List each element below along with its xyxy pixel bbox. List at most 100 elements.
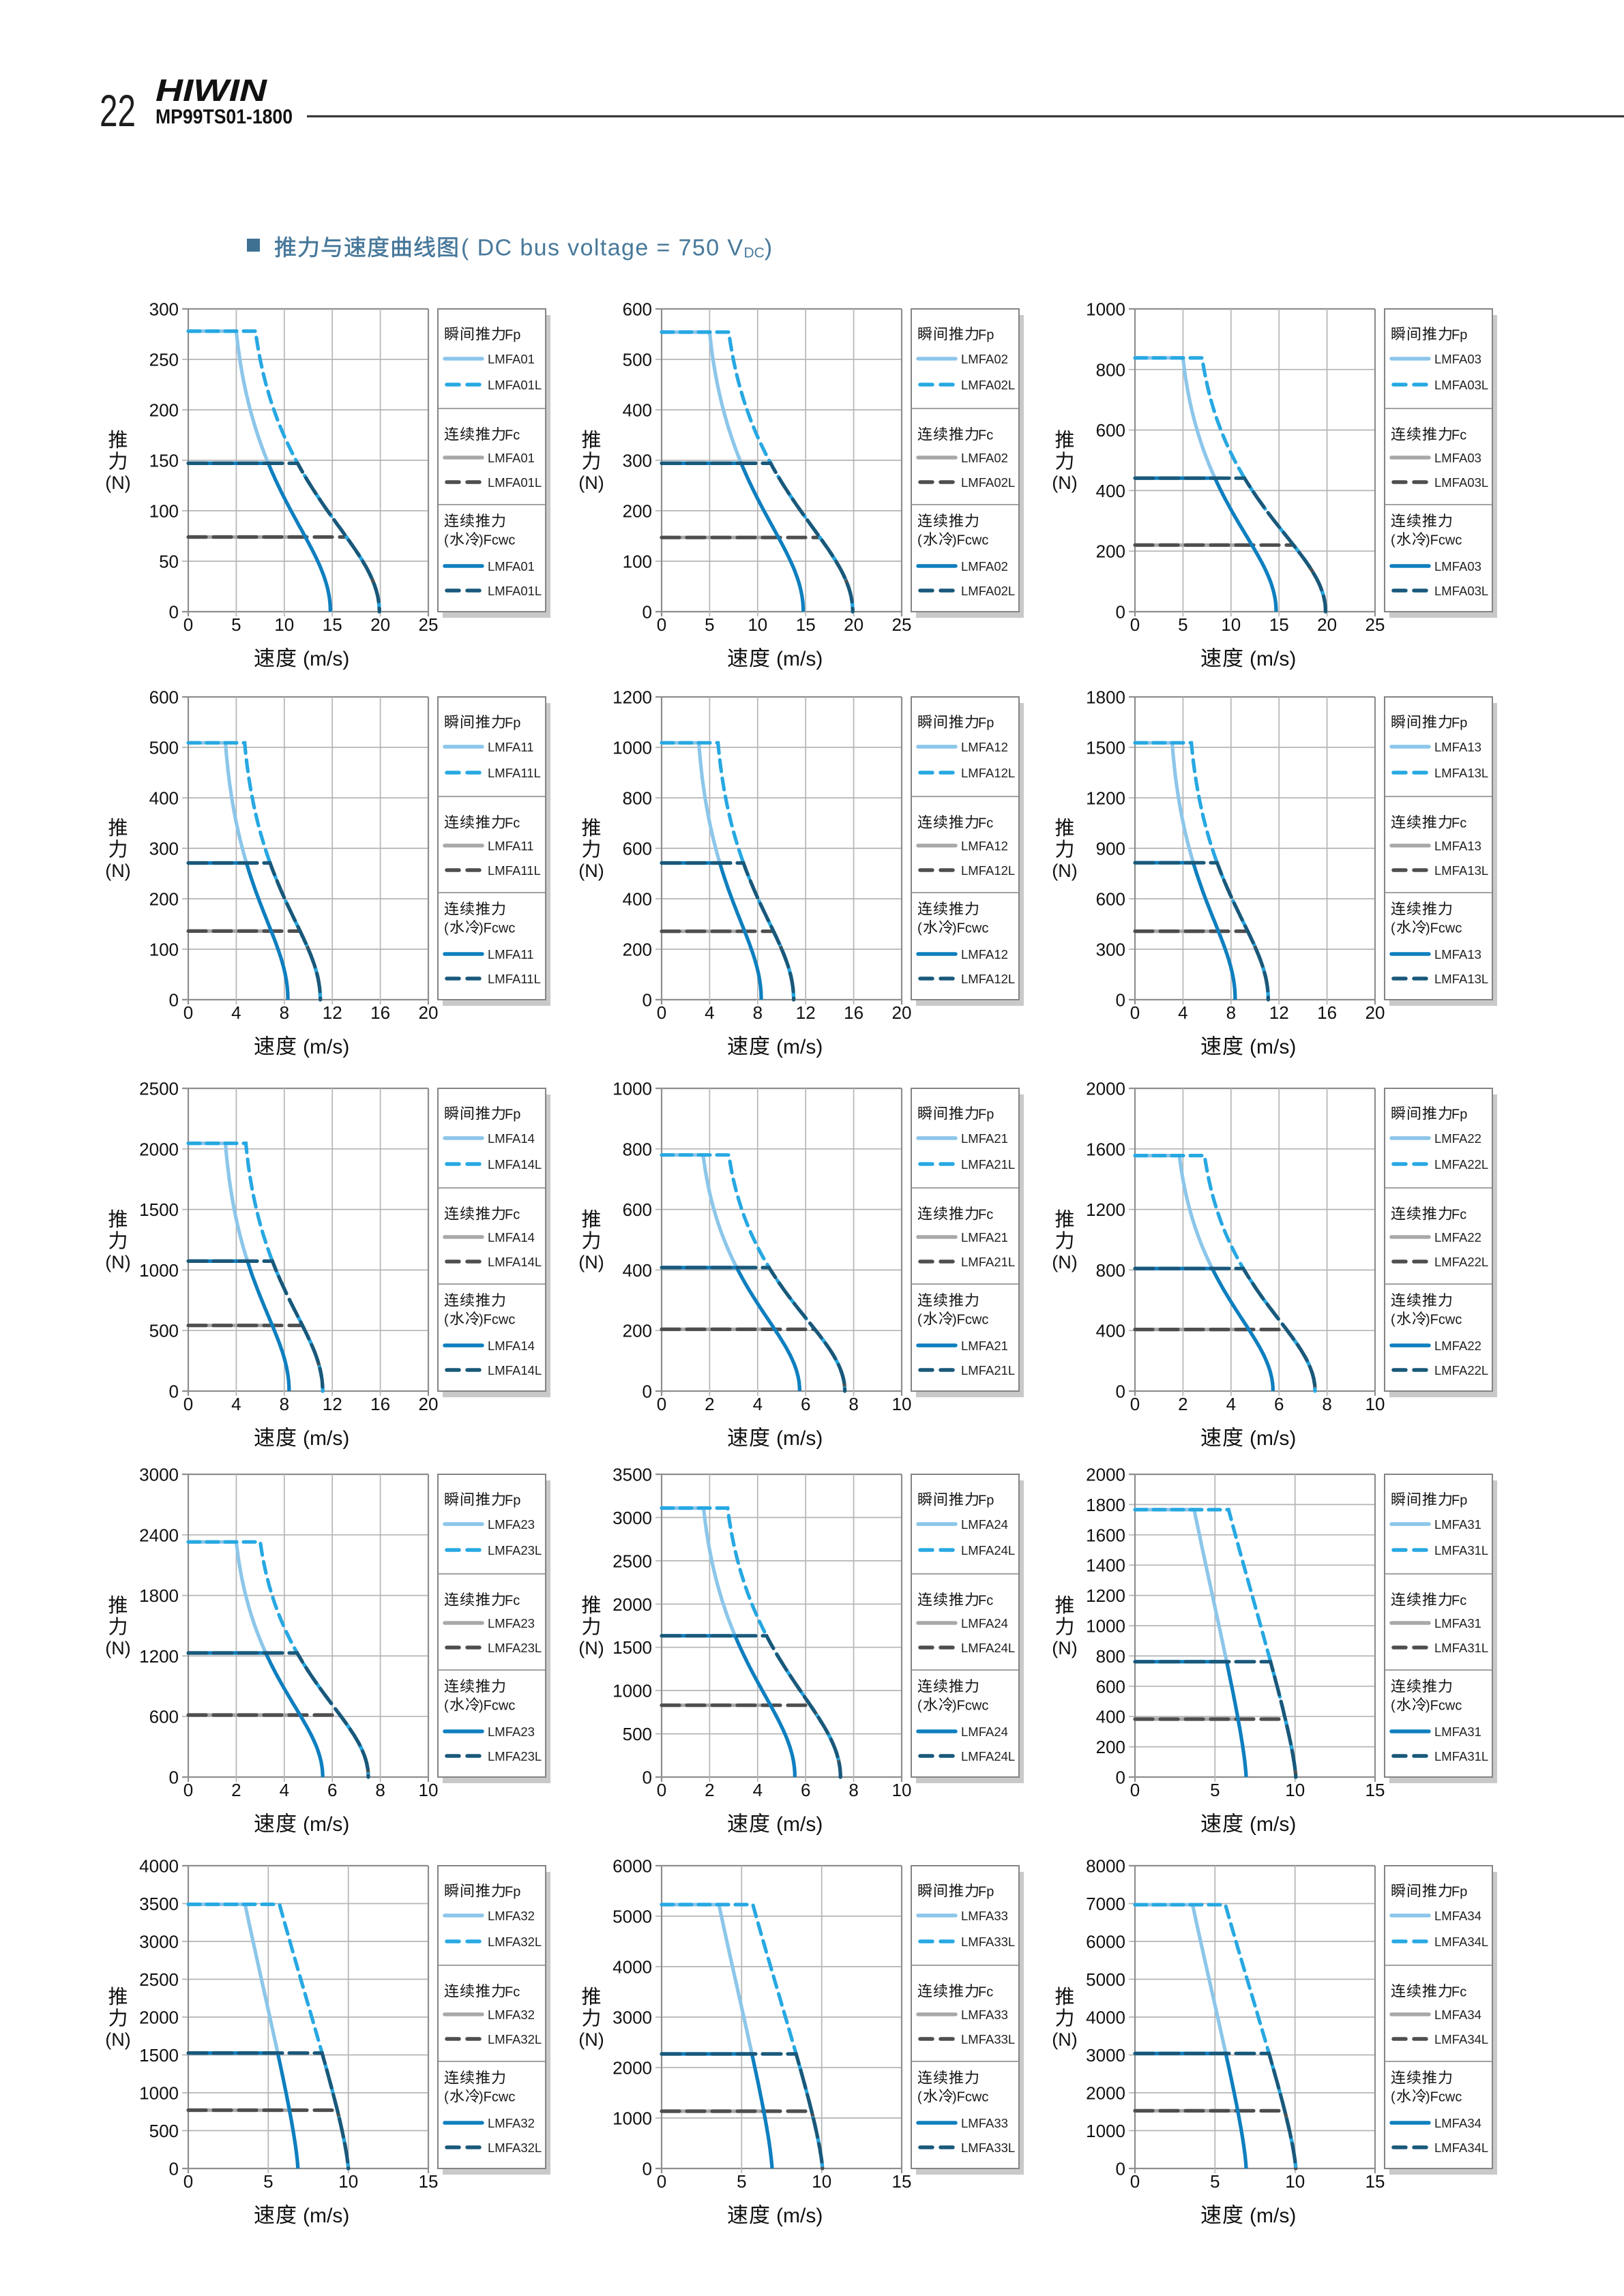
svg-text:20: 20	[1317, 614, 1337, 635]
svg-text:4000: 4000	[139, 1856, 179, 1877]
svg-text:15: 15	[892, 2171, 912, 2192]
svg-text:100: 100	[149, 501, 179, 522]
svg-text:1000: 1000	[612, 1681, 652, 1701]
svg-text:)Fcwc: )Fcwc	[952, 921, 988, 936]
svg-text:0: 0	[183, 1780, 193, 1800]
svg-text:LMFA12L: LMFA12L	[961, 766, 1015, 780]
svg-text:LMFA34L: LMFA34L	[1434, 2032, 1488, 2046]
svg-text:0: 0	[169, 2159, 179, 2179]
svg-text:2000: 2000	[1086, 1079, 1125, 1099]
svg-text:3000: 3000	[1086, 2045, 1125, 2066]
svg-text:25: 25	[419, 614, 439, 635]
svg-text:LMFA14L: LMFA14L	[488, 1363, 542, 1377]
svg-text:500: 500	[149, 1321, 179, 1341]
svg-text:15: 15	[1365, 1780, 1385, 1800]
svg-text:10: 10	[812, 2171, 831, 2192]
svg-text:16: 16	[844, 1002, 863, 1023]
svg-text:LMFA21: LMFA21	[961, 1339, 1008, 1353]
svg-text:2000: 2000	[612, 1594, 652, 1615]
svg-text:8: 8	[848, 1394, 858, 1414]
svg-text:Fp: Fp	[978, 1493, 994, 1508]
svg-text:LMFA33: LMFA33	[961, 2008, 1008, 2022]
svg-text:2000: 2000	[139, 1139, 179, 1159]
svg-text:LMFA22: LMFA22	[1434, 1339, 1481, 1353]
svg-text:(m/s): (m/s)	[776, 1036, 823, 1058]
svg-text:LMFA31: LMFA31	[1434, 1725, 1481, 1739]
svg-text:1600: 1600	[1086, 1525, 1125, 1545]
svg-text:0: 0	[183, 1394, 193, 1414]
svg-text:2000: 2000	[612, 2058, 652, 2078]
svg-text:(m/s): (m/s)	[776, 1813, 823, 1836]
svg-text:(m/s): (m/s)	[776, 1427, 823, 1450]
svg-text:LMFA34: LMFA34	[1434, 1909, 1481, 1923]
svg-text:Fc: Fc	[1451, 1594, 1466, 1609]
svg-text:(N): (N)	[578, 1252, 604, 1272]
svg-text:1200: 1200	[612, 687, 652, 708]
svg-text:(N): (N)	[578, 473, 604, 493]
svg-text:(: (	[1391, 2090, 1396, 2105]
svg-text:LMFA23L: LMFA23L	[488, 1543, 542, 1557]
svg-text:4: 4	[753, 1394, 763, 1414]
svg-text:(N): (N)	[105, 473, 130, 493]
svg-text:LMFA14: LMFA14	[488, 1230, 535, 1244]
svg-text:LMFA31L: LMFA31L	[1434, 1543, 1488, 1557]
svg-text:LMFA13L: LMFA13L	[1434, 972, 1488, 986]
svg-text:Fp: Fp	[978, 716, 994, 731]
svg-text:2500: 2500	[139, 1079, 179, 1099]
svg-text:200: 200	[149, 400, 179, 421]
svg-text:Fc: Fc	[978, 1208, 993, 1223]
svg-text:)Fcwc: )Fcwc	[1426, 2090, 1462, 2105]
svg-text:)Fcwc: )Fcwc	[479, 1699, 515, 1714]
svg-text:LMFA34: LMFA34	[1434, 2116, 1481, 2130]
svg-text:Fc: Fc	[505, 428, 520, 443]
svg-text:Fp: Fp	[505, 328, 520, 343]
svg-text:(m/s): (m/s)	[303, 648, 349, 670]
svg-text:(N): (N)	[105, 2029, 130, 2050]
svg-text:Fp: Fp	[978, 328, 994, 343]
svg-text:LMFA02: LMFA02	[961, 352, 1008, 366]
svg-text:16: 16	[370, 1394, 390, 1414]
svg-text:100: 100	[149, 940, 179, 960]
svg-text:12: 12	[323, 1002, 342, 1023]
svg-text:Fc: Fc	[978, 1985, 993, 2000]
svg-text:0: 0	[643, 990, 652, 1011]
svg-text:10: 10	[748, 614, 767, 635]
svg-text:LMFA21: LMFA21	[961, 1230, 1008, 1244]
svg-text:10: 10	[1365, 1394, 1385, 1414]
svg-text:3000: 3000	[139, 1932, 179, 1952]
svg-text:200: 200	[149, 889, 179, 910]
svg-text:8: 8	[1322, 1394, 1331, 1414]
svg-text:0: 0	[643, 2159, 652, 2179]
svg-text:50: 50	[159, 552, 179, 572]
svg-text:8: 8	[1226, 1002, 1236, 1023]
svg-text:10: 10	[892, 1780, 912, 1800]
svg-text:1000: 1000	[139, 2083, 179, 2104]
svg-text:LMFA22: LMFA22	[1434, 1230, 1481, 1244]
svg-text:20: 20	[892, 1002, 912, 1023]
svg-text:0: 0	[643, 1382, 652, 1402]
svg-text:(N): (N)	[1052, 473, 1077, 493]
svg-text:400: 400	[1096, 481, 1125, 501]
svg-text:LMFA24L: LMFA24L	[961, 1641, 1015, 1655]
svg-text:0: 0	[169, 1768, 179, 1788]
svg-text:(N): (N)	[1052, 2029, 1077, 2050]
svg-text:)Fcwc: )Fcwc	[1426, 1699, 1462, 1714]
svg-text:(N): (N)	[578, 2029, 604, 2050]
svg-text:3500: 3500	[612, 1465, 652, 1485]
svg-text:800: 800	[1096, 1260, 1125, 1281]
svg-text:3500: 3500	[139, 1894, 179, 1914]
svg-text:Fc: Fc	[1451, 1208, 1466, 1223]
svg-text:LMFA31: LMFA31	[1434, 1517, 1481, 1532]
svg-text:LMFA11L: LMFA11L	[488, 863, 541, 878]
svg-text:4: 4	[1226, 1394, 1236, 1414]
svg-text:LMFA14: LMFA14	[488, 1339, 535, 1353]
svg-text:(: (	[444, 1313, 449, 1328]
svg-text:LMFA13: LMFA13	[1434, 740, 1481, 754]
svg-text:600: 600	[1096, 1676, 1125, 1697]
svg-text:0: 0	[1116, 602, 1125, 623]
svg-text:300: 300	[149, 299, 179, 320]
svg-text:1200: 1200	[1086, 788, 1125, 809]
svg-text:LMFA24L: LMFA24L	[961, 1543, 1015, 1557]
svg-text:(: (	[444, 2090, 449, 2105]
svg-text:1000: 1000	[612, 1079, 652, 1099]
